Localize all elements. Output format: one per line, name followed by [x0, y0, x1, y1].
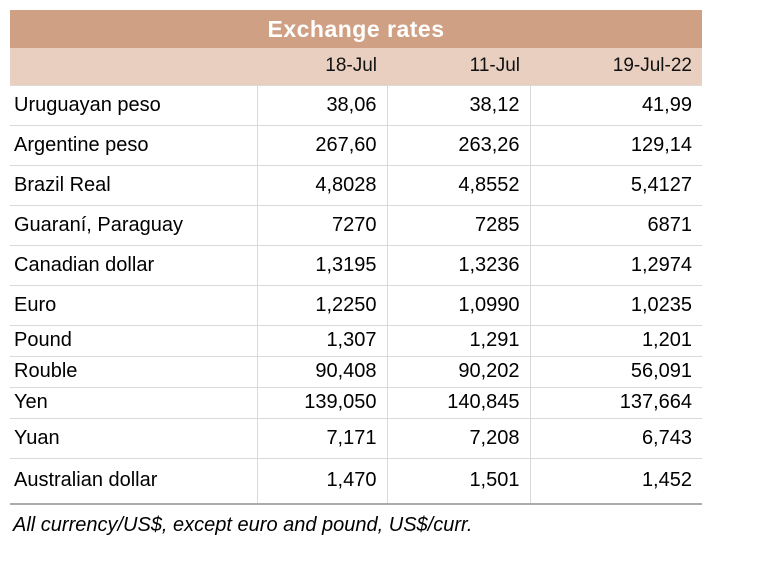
empty-header-cell [10, 48, 257, 85]
rate-value: 140,845 [386, 386, 530, 418]
currency-name: Argentine peso [10, 124, 257, 165]
rate-value: 137,664 [529, 386, 702, 418]
rate-value: 7285 [386, 204, 530, 245]
rate-value: 7,171 [256, 417, 387, 458]
rate-value: 1,3236 [386, 244, 530, 285]
rate-value: 267,60 [256, 124, 387, 165]
rate-value: 7,208 [386, 417, 530, 458]
rate-value: 90,408 [256, 355, 387, 387]
exchange-rates-table: Exchange rates 18-Jul 11-Jul 19-Jul-22 U… [10, 10, 702, 537]
rate-value: 1,2250 [256, 284, 387, 325]
rate-value: 1,3195 [256, 244, 387, 285]
rate-value: 7270 [256, 204, 387, 245]
currency-name: Uruguayan peso [10, 84, 257, 125]
table-row: Uruguayan peso 38,06 38,12 41,99 [10, 84, 702, 125]
rate-value: 90,202 [386, 355, 530, 387]
table-row: Euro 1,2250 1,0990 1,0235 [10, 284, 702, 325]
table-row: Rouble 90,408 90,202 56,091 [10, 355, 702, 387]
table-row: Brazil Real 4,8028 4,8552 5,4127 [10, 164, 702, 205]
rate-value: 1,2974 [529, 244, 702, 285]
table-row: Australian dollar 1,470 1,501 1,452 [10, 457, 702, 505]
rate-value: 1,0235 [529, 284, 702, 325]
currency-name: Pound [10, 324, 257, 356]
rate-value: 1,470 [256, 457, 387, 505]
currency-name: Rouble [10, 355, 257, 387]
currency-name: Canadian dollar [10, 244, 257, 285]
footnote: All currency/US$, except euro and pound,… [13, 514, 473, 536]
rate-value: 6,743 [529, 417, 702, 458]
table-row: Yuan 7,171 7,208 6,743 [10, 417, 702, 458]
table-row: Canadian dollar 1,3195 1,3236 1,2974 [10, 244, 702, 285]
rate-value: 41,99 [529, 84, 702, 125]
rate-value: 56,091 [529, 355, 702, 387]
rate-value: 1,452 [529, 457, 702, 505]
currency-name: Euro [10, 284, 257, 325]
rate-value: 1,291 [386, 324, 530, 356]
currency-name: Brazil Real [10, 164, 257, 205]
currency-name: Yuan [10, 417, 257, 458]
table-title: Exchange rates [10, 10, 702, 48]
table-row: Guaraní, Paraguay 7270 7285 6871 [10, 204, 702, 245]
rate-value: 38,06 [256, 84, 387, 125]
rate-value: 4,8552 [386, 164, 530, 205]
rate-value: 263,26 [386, 124, 530, 165]
rate-value: 1,501 [386, 457, 530, 505]
rate-value: 4,8028 [256, 164, 387, 205]
rate-value: 5,4127 [529, 164, 702, 205]
rates-table: 18-Jul 11-Jul 19-Jul-22 Uruguayan peso 3… [10, 48, 702, 505]
rate-value: 38,12 [386, 84, 530, 125]
table-row: Argentine peso 267,60 263,26 129,14 [10, 124, 702, 165]
currency-name: Australian dollar [10, 457, 257, 505]
rate-value: 139,050 [256, 386, 387, 418]
currency-name: Yen [10, 386, 257, 418]
rate-value: 129,14 [529, 124, 702, 165]
rate-value: 6871 [529, 204, 702, 245]
table-row: Pound 1,307 1,291 1,201 [10, 324, 702, 356]
rate-value: 1,307 [256, 324, 387, 356]
column-header-18-jul: 18-Jul [325, 55, 377, 77]
rate-value: 1,0990 [386, 284, 530, 325]
date-header-row: 18-Jul 11-Jul 19-Jul-22 [10, 48, 702, 85]
column-header-19-jul-22: 19-Jul-22 [612, 55, 692, 77]
table-row: Yen 139,050 140,845 137,664 [10, 386, 702, 418]
rate-value: 1,201 [529, 324, 702, 356]
column-header-11-jul: 11-Jul [469, 55, 520, 77]
currency-name: Guaraní, Paraguay [10, 204, 257, 245]
